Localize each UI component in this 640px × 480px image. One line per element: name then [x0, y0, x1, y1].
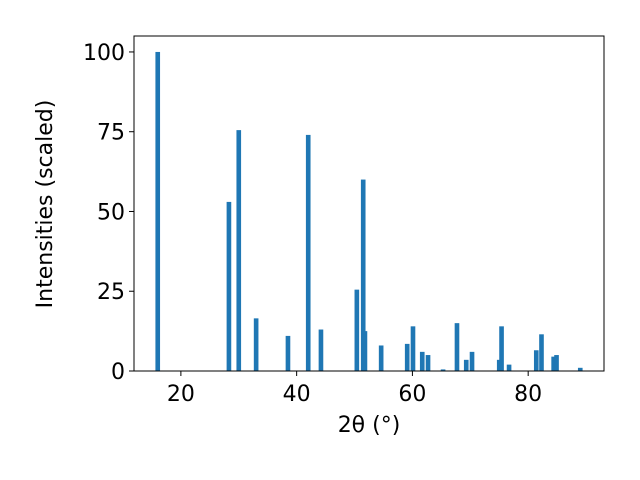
y-axis-label: Intensities (scaled)	[33, 100, 58, 309]
bar	[354, 289, 360, 371]
x-tick-label: 80	[514, 382, 542, 407]
x-tick-label: 60	[398, 382, 426, 407]
bar	[226, 201, 232, 371]
x-tick-label: 20	[167, 382, 195, 407]
bar	[155, 51, 161, 371]
bar	[533, 350, 539, 371]
bar	[236, 130, 242, 371]
bar	[318, 329, 324, 371]
bar	[305, 134, 311, 371]
x-axis-label: 2θ (°)	[338, 413, 401, 438]
bar	[506, 364, 512, 371]
y-tick-label: 25	[97, 280, 125, 305]
y-tick-label: 50	[97, 200, 125, 225]
bar	[360, 179, 366, 371]
plot-frame	[133, 35, 605, 372]
bar	[554, 355, 559, 371]
bar	[362, 331, 368, 371]
bar	[463, 359, 469, 371]
bar	[404, 343, 410, 371]
y-tick-label: 0	[111, 360, 125, 385]
bar	[410, 326, 416, 371]
bar	[577, 367, 583, 371]
bar	[469, 351, 475, 371]
bar	[454, 323, 460, 371]
bar	[253, 318, 259, 371]
bar	[425, 355, 431, 371]
bar	[539, 334, 544, 371]
bar	[440, 369, 446, 371]
bar	[551, 356, 556, 371]
bar	[378, 345, 384, 371]
bar	[419, 351, 425, 371]
bar	[285, 335, 291, 371]
y-tick-label: 75	[97, 121, 125, 146]
y-tick-label: 100	[83, 41, 125, 66]
bar	[499, 326, 504, 371]
x-tick-label: 40	[283, 382, 311, 407]
